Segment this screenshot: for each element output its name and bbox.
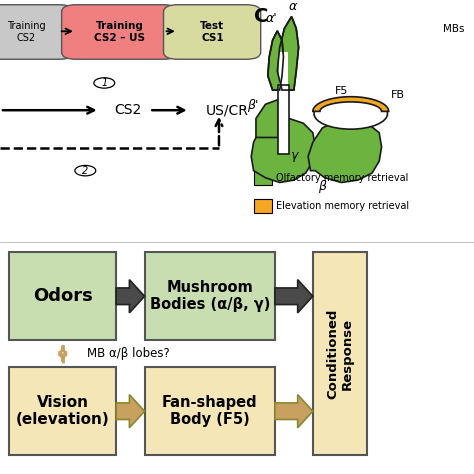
Polygon shape: [251, 118, 315, 182]
Polygon shape: [277, 17, 299, 90]
Text: Training
CS2: Training CS2: [7, 21, 46, 43]
FancyBboxPatch shape: [62, 5, 178, 59]
Text: 2: 2: [82, 165, 89, 176]
FancyBboxPatch shape: [9, 367, 116, 455]
Polygon shape: [116, 394, 145, 428]
Text: MB α/β lobes?: MB α/β lobes?: [86, 347, 169, 360]
Text: Olfactory memory retrieval: Olfactory memory retrieval: [276, 173, 408, 183]
Text: Mushroom
Bodies (α/β, γ): Mushroom Bodies (α/β, γ): [150, 280, 270, 312]
Text: F5: F5: [335, 86, 348, 96]
Polygon shape: [278, 85, 289, 154]
Polygon shape: [279, 52, 288, 88]
Text: Test
CS1: Test CS1: [201, 21, 224, 43]
Text: Training
CS2 – US: Training CS2 – US: [94, 21, 146, 43]
Text: β: β: [319, 180, 326, 192]
Text: CS2: CS2: [114, 103, 142, 117]
FancyBboxPatch shape: [313, 252, 367, 455]
Text: C: C: [254, 7, 268, 26]
Polygon shape: [275, 280, 313, 313]
FancyBboxPatch shape: [254, 171, 272, 185]
Text: FB: FB: [391, 90, 405, 100]
Text: α: α: [289, 0, 297, 13]
Polygon shape: [116, 280, 145, 313]
Circle shape: [75, 165, 96, 176]
FancyBboxPatch shape: [164, 5, 261, 59]
Text: β': β': [247, 99, 258, 112]
Text: α': α': [265, 12, 277, 25]
Polygon shape: [313, 97, 389, 111]
FancyBboxPatch shape: [0, 5, 73, 59]
Text: Conditioned
Response: Conditioned Response: [326, 309, 354, 399]
Polygon shape: [268, 31, 283, 90]
FancyBboxPatch shape: [145, 367, 275, 455]
Text: Fan-shaped
Body (F5): Fan-shaped Body (F5): [162, 395, 257, 428]
Polygon shape: [275, 394, 313, 428]
Polygon shape: [308, 118, 382, 182]
FancyBboxPatch shape: [254, 199, 272, 213]
Circle shape: [94, 78, 115, 88]
Text: Elevation memory retrieval: Elevation memory retrieval: [276, 201, 409, 211]
Text: MBs: MBs: [443, 24, 465, 34]
FancyBboxPatch shape: [9, 252, 116, 340]
Text: γ: γ: [290, 149, 298, 162]
Text: Odors: Odors: [33, 287, 93, 305]
Text: US/CR: US/CR: [206, 103, 249, 117]
Text: 1: 1: [101, 78, 108, 88]
Text: Vision
(elevation): Vision (elevation): [16, 395, 109, 428]
Ellipse shape: [314, 99, 387, 129]
Polygon shape: [256, 100, 278, 137]
FancyBboxPatch shape: [145, 252, 275, 340]
